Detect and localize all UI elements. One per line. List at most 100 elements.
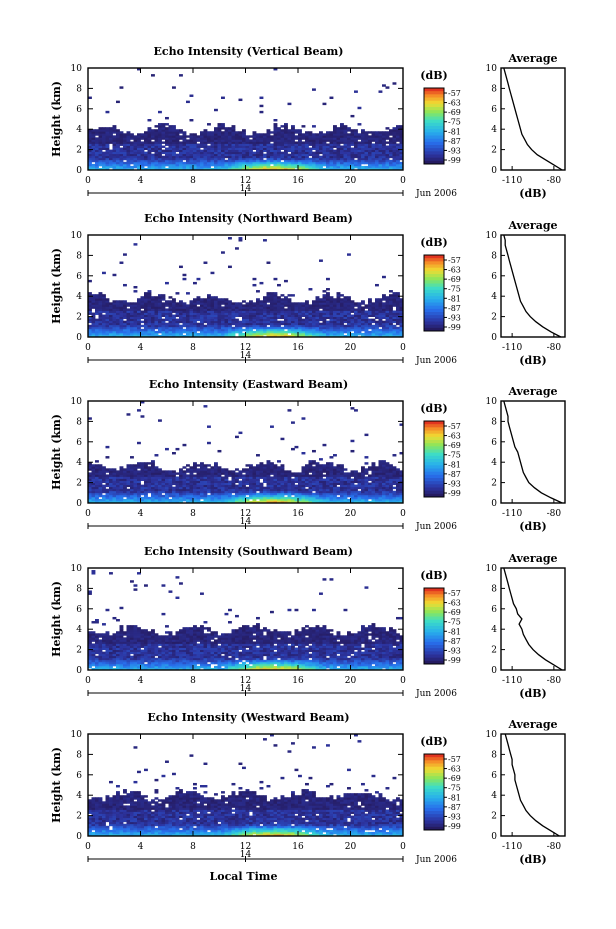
heatmap-cell	[207, 320, 211, 324]
heatmap-cell	[312, 474, 316, 477]
y-tick-label: 6	[76, 105, 82, 115]
heatmap-cell	[263, 494, 267, 498]
heatmap-cell	[203, 470, 208, 473]
heatmap-cell	[224, 141, 229, 144]
heatmap-cell	[179, 480, 183, 483]
heatmap-cell	[168, 470, 173, 473]
heatmap-cell	[350, 304, 355, 307]
heatmap-cell	[340, 324, 344, 328]
heatmap-cell	[354, 147, 358, 150]
heatmap-cell	[217, 133, 222, 136]
heatmap-cell	[319, 472, 323, 475]
heatmap-cell	[119, 312, 124, 315]
heatmap-cell	[88, 482, 92, 486]
heatmap-cell	[368, 145, 372, 148]
heatmap-cell	[347, 318, 351, 322]
heatmap-cell	[147, 296, 152, 299]
heatmap-cell	[252, 334, 257, 338]
heatmap-cell	[245, 310, 250, 313]
heatmap-cell	[224, 472, 229, 475]
heatmap-cell	[151, 334, 155, 338]
heatmap-cell	[301, 478, 306, 481]
heatmap-cell	[105, 496, 110, 500]
heatmap-cell	[378, 314, 383, 317]
heatmap-cell	[210, 163, 215, 167]
heatmap-cell	[182, 322, 187, 326]
heatmap-cell	[256, 332, 260, 336]
heatmap-cell	[308, 316, 313, 320]
average-title: Average	[507, 52, 557, 65]
heatmap-cell	[119, 147, 124, 150]
heatmap-cell	[207, 133, 211, 136]
heatmap-cell	[298, 488, 302, 492]
heatmap-cell	[347, 298, 351, 301]
heatmap-cell	[147, 322, 152, 326]
heatmap-cell	[130, 147, 134, 150]
heatmap-cell	[315, 322, 320, 326]
heatmap-cell	[315, 318, 320, 322]
heatmap-cell	[361, 310, 365, 313]
heatmap-cell	[364, 143, 369, 146]
heatmap-cell	[91, 151, 96, 155]
heatmap-cell	[147, 167, 152, 171]
heatmap-cell	[147, 127, 152, 130]
heatmap-cell	[270, 498, 274, 502]
heatmap-cell	[144, 151, 148, 155]
heatmap-cell	[144, 468, 148, 471]
heatmap-cell	[329, 492, 334, 496]
heatmap-cell	[105, 480, 110, 483]
heatmap-cell	[357, 155, 362, 159]
heatmap-cell	[350, 326, 355, 330]
heatmap-cell	[126, 133, 131, 136]
heatmap-cell	[189, 149, 194, 153]
heatmap-cell	[126, 484, 131, 488]
heatmap-cell	[214, 480, 218, 483]
heatmap-cell	[231, 330, 236, 334]
heatmap-cell	[151, 312, 155, 315]
heatmap-cell	[95, 133, 99, 136]
heatmap-cell	[368, 151, 372, 155]
heatmap-cell	[396, 308, 400, 311]
average-y-tick-label: 0	[491, 333, 497, 343]
heatmap-cell	[116, 302, 120, 305]
heatmap-cell	[238, 147, 243, 150]
heatmap-cell	[294, 332, 299, 336]
heatmap-cell	[172, 482, 176, 486]
heatmap-cell	[228, 500, 232, 504]
heatmap-cell	[333, 334, 337, 338]
heatmap-cell	[172, 143, 176, 146]
heatmap-cell	[284, 135, 288, 138]
heatmap-cell	[109, 468, 113, 471]
heatmap-cell	[193, 306, 197, 309]
heatmap-cell	[147, 131, 152, 134]
heatmap-cell	[214, 478, 218, 481]
heatmap-cell	[361, 300, 365, 303]
heatmap-cell	[340, 145, 344, 148]
heatmap-cell	[378, 133, 383, 136]
heatmap-cell	[291, 328, 295, 332]
colorbar-segment	[424, 289, 444, 294]
heatmap-cell	[249, 320, 253, 324]
heatmap-cell	[371, 326, 376, 330]
heatmap-cell	[291, 135, 295, 138]
heatmap-cell	[179, 484, 183, 488]
heatmap-cell	[245, 167, 250, 171]
heatmap-cell	[182, 139, 187, 142]
heatmap-cell	[301, 490, 306, 494]
heatmap-cell	[322, 308, 327, 311]
heatmap-cell	[273, 167, 278, 171]
heatmap-cell	[273, 302, 278, 305]
heatmap-cell	[242, 300, 246, 303]
heatmap-cell	[308, 151, 313, 155]
heatmap-cell	[235, 310, 239, 313]
heatmap-cell	[273, 472, 278, 475]
heatmap-cell	[221, 125, 225, 128]
heatmap-cell	[392, 149, 397, 153]
heatmap-cell	[340, 155, 344, 159]
heatmap-cell	[144, 498, 148, 502]
heatmap-cell	[200, 139, 204, 142]
heatmap-cell	[368, 312, 372, 315]
heatmap-cell	[182, 320, 187, 324]
heatmap-cell	[259, 157, 264, 161]
heatmap-cell	[165, 447, 169, 451]
